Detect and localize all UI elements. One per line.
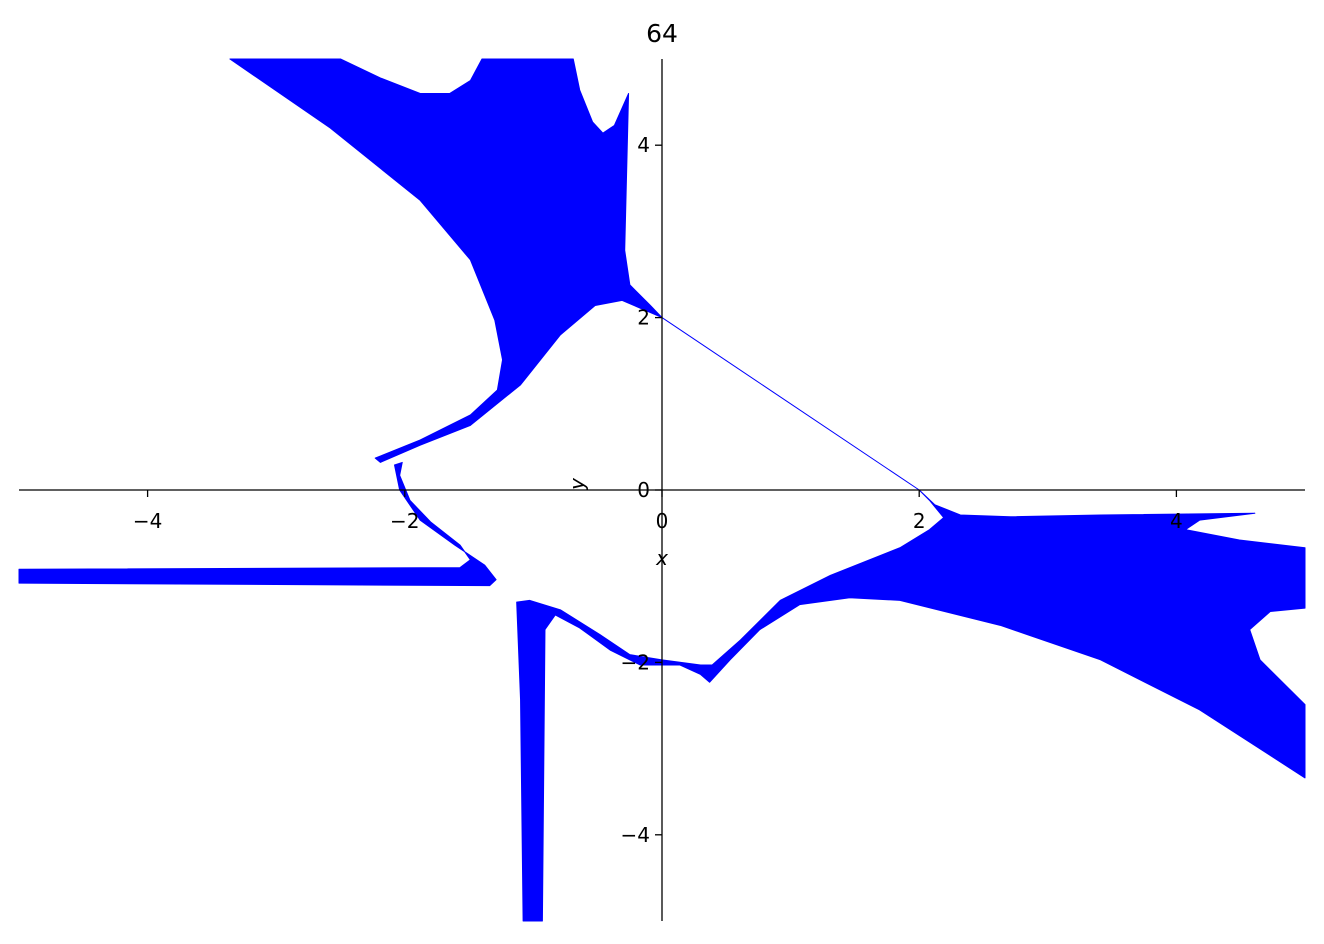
- y-tick-label: −4: [621, 823, 650, 847]
- boundary-line-0: [661, 317, 920, 491]
- y-tick-label: 0: [637, 478, 650, 502]
- filled-regions: [18, 58, 1306, 922]
- x-tick-label: 4: [1170, 509, 1183, 533]
- boundary-lines: [661, 317, 920, 491]
- chart-title: 64: [646, 19, 678, 48]
- filled-region-2: [516, 489, 1306, 922]
- x-axis-label: x: [655, 546, 668, 570]
- y-axis-label: y: [565, 477, 589, 491]
- x-tick-label: −2: [390, 509, 419, 533]
- filled-region-0: [229, 58, 663, 463]
- y-tick-label: −2: [621, 650, 650, 674]
- filled-region-1: [18, 461, 497, 587]
- y-tick-label: 4: [637, 133, 650, 157]
- y-tick-label: 2: [637, 306, 650, 330]
- x-tick-label: 2: [913, 509, 926, 533]
- y-ticks: −4 −2 0 2 4: [621, 133, 662, 847]
- x-tick-label: −4: [133, 509, 162, 533]
- x-ticks: −4 −2 0 2 4: [133, 490, 1183, 533]
- x-tick-label: 0: [656, 509, 669, 533]
